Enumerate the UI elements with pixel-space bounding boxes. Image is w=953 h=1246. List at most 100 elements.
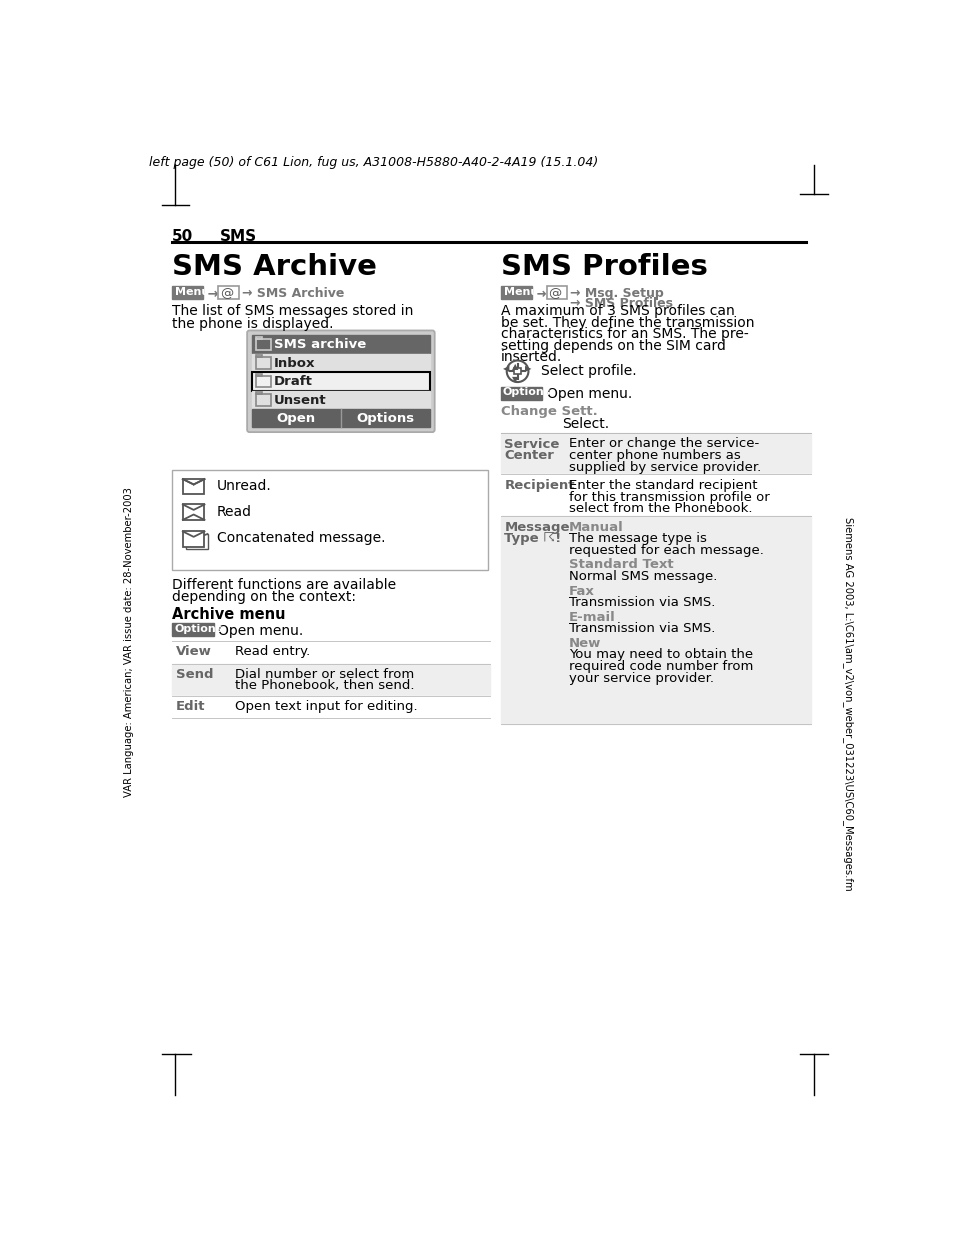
Text: Normal SMS message.: Normal SMS message. <box>568 569 717 583</box>
Text: Read entry.: Read entry. <box>235 644 311 658</box>
Bar <box>500 386 542 400</box>
Text: →: → <box>534 287 546 300</box>
Text: Read: Read <box>216 506 252 520</box>
Text: requested for each message.: requested for each message. <box>568 543 762 557</box>
Text: Different functions are available: Different functions are available <box>172 578 395 592</box>
Text: Standard Text: Standard Text <box>568 558 673 572</box>
Bar <box>500 432 810 473</box>
Text: ▶: ▶ <box>525 365 531 374</box>
Text: the Phonebook, then send.: the Phonebook, then send. <box>235 679 415 693</box>
Text: SMS Profiles: SMS Profiles <box>500 253 707 282</box>
Text: Transmission via SMS.: Transmission via SMS. <box>568 622 715 635</box>
Text: ◀: ◀ <box>503 365 509 374</box>
Bar <box>172 285 203 299</box>
Text: New: New <box>568 637 600 650</box>
Text: your service provider.: your service provider. <box>568 672 713 684</box>
Bar <box>255 358 271 369</box>
Text: Manual: Manual <box>568 521 623 533</box>
Text: E-mail: E-mail <box>568 611 615 624</box>
Bar <box>252 354 430 371</box>
Text: required code number from: required code number from <box>568 660 752 673</box>
Text: A maximum of 3 SMS profiles can: A maximum of 3 SMS profiles can <box>500 304 734 318</box>
Bar <box>172 664 489 695</box>
Text: ▼: ▼ <box>512 375 518 384</box>
Bar <box>252 409 430 426</box>
Bar <box>218 285 238 299</box>
Bar <box>546 285 567 299</box>
Bar <box>255 395 271 406</box>
Bar <box>252 335 430 353</box>
Bar <box>183 505 204 520</box>
Text: Recipient: Recipient <box>504 478 575 492</box>
Bar <box>186 533 208 549</box>
Text: Enter the standard recipient: Enter the standard recipient <box>568 478 757 492</box>
Text: Change Sett.: Change Sett. <box>500 405 597 419</box>
Text: center phone numbers as: center phone numbers as <box>568 449 740 462</box>
Text: Message: Message <box>504 521 569 533</box>
Bar <box>255 339 271 350</box>
Text: Options: Options <box>355 412 414 425</box>
Bar <box>514 369 520 374</box>
Text: Select profile.: Select profile. <box>540 364 636 378</box>
Bar <box>255 336 261 339</box>
Text: Options: Options <box>174 624 222 634</box>
Text: depending on the context:: depending on the context: <box>172 589 355 604</box>
Bar <box>255 355 261 358</box>
Text: Center: Center <box>504 449 554 462</box>
Text: ▲: ▲ <box>512 363 518 371</box>
Text: Unsent: Unsent <box>274 394 327 406</box>
Text: Service: Service <box>504 437 559 451</box>
Text: characteristics for an SMS. The pre-: characteristics for an SMS. The pre- <box>500 328 747 341</box>
Text: Enter or change the service-: Enter or change the service- <box>568 437 759 451</box>
Text: SMS: SMS <box>220 229 257 244</box>
Text: Fax: Fax <box>568 584 594 598</box>
FancyBboxPatch shape <box>252 373 430 390</box>
Bar <box>500 516 810 724</box>
Text: Transmission via SMS.: Transmission via SMS. <box>568 596 715 609</box>
Bar <box>183 532 204 547</box>
Text: select from the Phonebook.: select from the Phonebook. <box>568 502 752 515</box>
Text: → Msg. Setup: → Msg. Setup <box>570 287 663 299</box>
Text: Concatenated message.: Concatenated message. <box>216 532 385 546</box>
Text: → SMS Archive: → SMS Archive <box>241 287 344 299</box>
Text: VAR Language: American; VAR issue date: 28-November-2003: VAR Language: American; VAR issue date: … <box>124 487 133 797</box>
Text: Inbox: Inbox <box>274 356 315 370</box>
Text: Siemens AG 2003, L:\C61\am_v2\von_weber_031223\US\C60_Messages.fm: Siemens AG 2003, L:\C61\am_v2\von_weber_… <box>842 517 853 891</box>
Text: Open menu.: Open menu. <box>546 388 632 401</box>
Bar <box>255 392 261 395</box>
Text: Unread.: Unread. <box>216 478 272 493</box>
Text: be set. They define the transmission: be set. They define the transmission <box>500 315 753 330</box>
Text: Open: Open <box>276 412 315 425</box>
Text: left page (50) of C61 Lion, fug us, A31008-H5880-A40-2-4A19 (15.1.04): left page (50) of C61 Lion, fug us, A310… <box>149 157 598 169</box>
Text: The message type is: The message type is <box>568 532 706 546</box>
Bar <box>172 697 489 718</box>
Text: Send: Send <box>175 668 213 680</box>
Text: the phone is displayed.: the phone is displayed. <box>172 316 334 330</box>
Text: Edit: Edit <box>175 700 205 713</box>
Text: supplied by service provider.: supplied by service provider. <box>568 461 760 473</box>
Text: 50: 50 <box>172 229 193 244</box>
Text: @: @ <box>220 287 233 299</box>
Bar <box>172 640 489 663</box>
Bar <box>172 470 488 569</box>
Bar <box>500 475 810 515</box>
Bar <box>183 478 204 495</box>
Bar <box>255 376 271 388</box>
FancyBboxPatch shape <box>247 330 435 432</box>
Text: View: View <box>175 644 212 658</box>
Text: @: @ <box>548 287 561 299</box>
Text: Type ☈!: Type ☈! <box>504 532 561 546</box>
Text: Archive menu: Archive menu <box>172 607 285 622</box>
Bar <box>255 374 261 376</box>
Text: SMS Archive: SMS Archive <box>172 253 376 282</box>
Text: Draft: Draft <box>274 375 313 389</box>
Text: Menu: Menu <box>174 287 209 297</box>
Text: →: → <box>206 287 217 300</box>
Text: Options: Options <box>502 388 551 397</box>
Bar <box>252 390 430 409</box>
Text: inserted.: inserted. <box>500 350 561 365</box>
Bar <box>500 285 531 299</box>
Text: Open text input for editing.: Open text input for editing. <box>235 700 417 713</box>
Bar <box>172 623 213 637</box>
Text: setting depends on the SIM card: setting depends on the SIM card <box>500 339 724 353</box>
